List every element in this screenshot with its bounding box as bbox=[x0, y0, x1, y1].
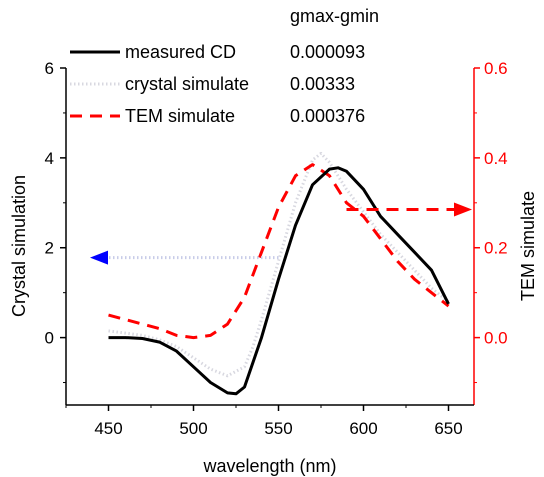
left-y-axis-title: Crystal simulation bbox=[9, 175, 29, 317]
arrow-right-head bbox=[454, 202, 472, 217]
x-tick-label: 650 bbox=[434, 419, 462, 438]
legend-label-tem-simulate: TEM simulate bbox=[125, 106, 235, 126]
left-y-ticks: 0 2 4 6 bbox=[45, 59, 66, 384]
right-y-axis-title: TEM simulate bbox=[518, 191, 538, 301]
x-ticks: 450 500 550 600 650 bbox=[65, 405, 463, 438]
arrow-layer bbox=[90, 202, 472, 265]
legend-label-measured-cd: measured CD bbox=[125, 42, 236, 62]
legend: gmax-gmin measured CD 0.000093 crystal s… bbox=[70, 6, 379, 126]
x-tick-label: 600 bbox=[349, 419, 377, 438]
x-tick-label: 500 bbox=[179, 419, 207, 438]
legend-value-crystal-simulate: 0.00333 bbox=[290, 74, 355, 94]
series-layer bbox=[108, 151, 450, 396]
right-y-tick-label: 0.0 bbox=[484, 329, 508, 348]
series-line-tem-simulate bbox=[108, 163, 450, 340]
legend-value-measured-cd: 0.000093 bbox=[290, 42, 365, 62]
right-y-tick-label: 0.4 bbox=[484, 149, 508, 168]
left-y-tick-label: 0 bbox=[45, 329, 54, 348]
x-tick-label: 550 bbox=[264, 419, 292, 438]
legend-header: gmax-gmin bbox=[290, 6, 379, 26]
right-y-tick-label: 0.2 bbox=[484, 239, 508, 258]
series-line-measured-cd bbox=[108, 166, 450, 396]
x-tick-label: 450 bbox=[94, 419, 122, 438]
series-line-crystal-simulate bbox=[108, 151, 450, 378]
legend-value-tem-simulate: 0.000376 bbox=[290, 106, 365, 126]
left-y-tick-label: 2 bbox=[45, 239, 54, 258]
right-y-ticks: 0.0 0.2 0.4 0.6 bbox=[474, 59, 508, 384]
x-axis-title: wavelength (nm) bbox=[202, 456, 336, 476]
left-y-tick-label: 4 bbox=[45, 149, 54, 168]
left-y-tick-label: 6 bbox=[45, 59, 54, 78]
legend-label-crystal-simulate: crystal simulate bbox=[125, 74, 249, 94]
arrow-left-head bbox=[90, 250, 108, 265]
right-y-tick-label: 0.6 bbox=[484, 59, 508, 78]
